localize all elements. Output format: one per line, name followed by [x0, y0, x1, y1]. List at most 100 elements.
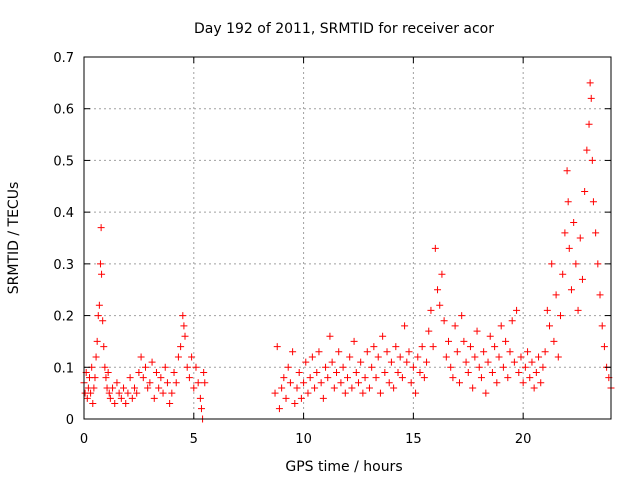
- data-point: [297, 394, 305, 402]
- data-point: [339, 363, 347, 371]
- data-point: [293, 384, 301, 392]
- data-point: [552, 291, 560, 299]
- axis-ticks: 0 0.1 0.2 0.3 0.4 0.5 0.6 0.7 0 5 10 15 20: [53, 51, 611, 447]
- data-point: [120, 384, 128, 392]
- data-point: [109, 384, 117, 392]
- data-points: [80, 79, 615, 423]
- data-point: [440, 317, 448, 325]
- data-point: [438, 270, 446, 278]
- data-point: [278, 384, 286, 392]
- data-point: [431, 244, 439, 252]
- data-point: [473, 327, 481, 335]
- data-point: [106, 394, 114, 402]
- data-point: [418, 343, 426, 351]
- data-point: [348, 384, 356, 392]
- data-point: [596, 291, 604, 299]
- data-point: [350, 337, 358, 345]
- data-point: [414, 353, 422, 361]
- data-point: [190, 384, 198, 392]
- grid-lines: [84, 57, 611, 419]
- data-point: [458, 312, 466, 320]
- data-point: [570, 218, 578, 226]
- data-point: [196, 394, 204, 402]
- data-point: [161, 363, 169, 371]
- data-point: [398, 374, 406, 382]
- data-point: [451, 322, 459, 330]
- data-point: [374, 353, 382, 361]
- data-point: [405, 348, 413, 356]
- data-point: [368, 363, 376, 371]
- data-point: [455, 379, 463, 387]
- data-point: [363, 348, 371, 356]
- data-point: [141, 363, 149, 371]
- data-point: [152, 368, 160, 376]
- data-point: [469, 384, 477, 392]
- x-tick-label: 20: [515, 432, 532, 447]
- data-point: [548, 260, 556, 268]
- data-point: [453, 348, 461, 356]
- data-point: [115, 389, 123, 397]
- y-tick-label: 0.6: [53, 103, 74, 118]
- data-point: [462, 358, 470, 366]
- data-point: [284, 363, 292, 371]
- data-point: [174, 353, 182, 361]
- data-point: [328, 358, 336, 366]
- data-point: [185, 374, 193, 382]
- data-point: [583, 146, 591, 154]
- data-point: [475, 363, 483, 371]
- data-point: [434, 286, 442, 294]
- data-point: [337, 379, 345, 387]
- plot-frame: [83, 56, 612, 420]
- data-point: [100, 343, 108, 351]
- data-point: [567, 286, 575, 294]
- data-point: [166, 399, 174, 407]
- data-point: [550, 337, 558, 345]
- data-point: [381, 368, 389, 376]
- data-point: [295, 368, 303, 376]
- x-tick-label: 0: [80, 432, 88, 447]
- data-point: [105, 389, 113, 397]
- data-point: [594, 260, 602, 268]
- data-point: [403, 358, 411, 366]
- data-point: [572, 260, 580, 268]
- data-point: [302, 358, 310, 366]
- data-point: [420, 374, 428, 382]
- data-point: [170, 368, 178, 376]
- data-point: [581, 187, 589, 195]
- data-point: [471, 353, 479, 361]
- data-point: [322, 363, 330, 371]
- data-point: [574, 306, 582, 314]
- data-point: [515, 368, 523, 376]
- data-point: [409, 363, 417, 371]
- data-point: [530, 384, 538, 392]
- data-point: [445, 337, 453, 345]
- data-point: [464, 368, 472, 376]
- data-point: [346, 353, 354, 361]
- data-point: [148, 358, 156, 366]
- data-point: [488, 368, 496, 376]
- data-point: [497, 322, 505, 330]
- data-point: [543, 306, 551, 314]
- data-point: [578, 275, 586, 283]
- data-point: [311, 384, 319, 392]
- data-point: [341, 389, 349, 397]
- data-point: [427, 306, 435, 314]
- data-point: [282, 394, 290, 402]
- data-point: [286, 379, 294, 387]
- data-point: [96, 260, 104, 268]
- data-point: [289, 348, 297, 356]
- data-point: [94, 312, 102, 320]
- data-point: [330, 384, 338, 392]
- data-point: [124, 389, 132, 397]
- data-point: [528, 358, 536, 366]
- y-axis-label: SRMTID / TECUs: [6, 182, 22, 295]
- data-point: [532, 368, 540, 376]
- data-point: [181, 332, 189, 340]
- data-point: [425, 327, 433, 335]
- data-point: [95, 301, 103, 309]
- data-point: [466, 343, 474, 351]
- data-point: [291, 399, 299, 407]
- data-point: [177, 343, 185, 351]
- data-point: [576, 234, 584, 242]
- data-point: [324, 374, 332, 382]
